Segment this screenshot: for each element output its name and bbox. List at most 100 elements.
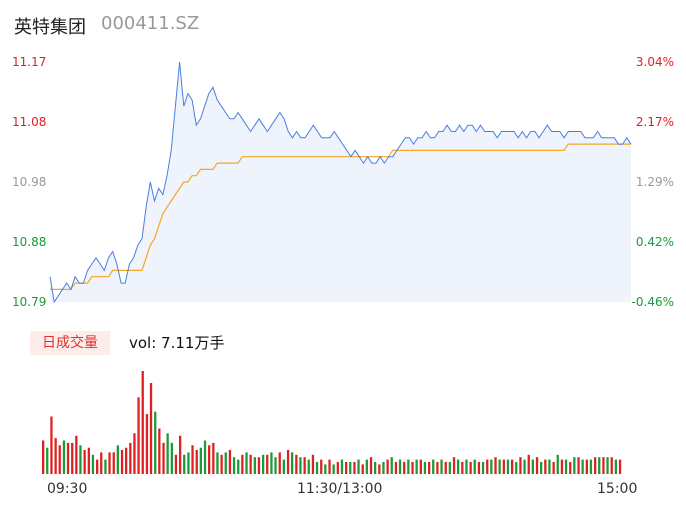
volume-bar [369, 457, 373, 474]
volume-bar [589, 459, 593, 474]
volume-bar [133, 433, 136, 474]
y-tick-right-0: 3.04% [635, 55, 674, 69]
volume-bar [610, 457, 613, 474]
volume-bar [125, 447, 128, 474]
volume-bar [436, 462, 439, 474]
volume-bar [345, 462, 348, 474]
x-tick-midday: 11:30/13:00 [297, 481, 383, 497]
volume-bar [158, 428, 161, 474]
volume-bar [419, 459, 422, 474]
volume-bar [46, 447, 49, 474]
volume-bar [423, 462, 427, 474]
y-tick-left-3: 10.88 [12, 235, 47, 249]
x-tick-close: 15:00 [597, 481, 638, 497]
volume-bar [440, 459, 443, 474]
volume-bar [403, 462, 406, 474]
volume-bar [311, 454, 315, 474]
volume-bar [444, 462, 447, 474]
volume-bar [349, 462, 352, 474]
volume-bar [120, 450, 124, 474]
volume-bar [378, 464, 381, 474]
volume-bar [237, 459, 240, 474]
volume-bar [473, 459, 476, 474]
volume-bar [216, 452, 219, 474]
volume-bar [266, 454, 269, 474]
volume-bar [382, 462, 385, 474]
volume-bar [179, 435, 182, 474]
volume-bar [270, 452, 273, 474]
volume-bar [564, 459, 568, 474]
volume-bar [183, 454, 186, 474]
volume-label: vol: 7.11万手 [129, 334, 225, 352]
volume-bar [100, 452, 103, 474]
volume-bar [220, 454, 223, 474]
volume-bar [477, 462, 481, 474]
y-tick-left-2: 10.98 [12, 175, 47, 189]
volume-bar [469, 462, 472, 474]
volume-bar [415, 459, 418, 474]
volume-bar [390, 457, 393, 474]
volume-bar [560, 459, 564, 474]
volume-bar [432, 459, 435, 474]
volume-bar [602, 457, 605, 474]
volume-bar [519, 457, 522, 474]
volume-bar [606, 457, 609, 474]
y-tick-right-4: -0.46% [631, 295, 674, 309]
volume-bar [228, 450, 232, 474]
volume-bar [91, 454, 95, 474]
volume-bar [448, 462, 451, 474]
volume-bar [303, 457, 306, 474]
volume-bar [548, 459, 551, 474]
volume-bar [540, 462, 543, 474]
volume-bar [245, 452, 248, 474]
x-tick-open: 09:30 [47, 481, 88, 497]
volume-bar [79, 445, 82, 474]
volume-bar [166, 433, 169, 474]
volume-bar [274, 457, 277, 474]
volume-bar [170, 442, 173, 474]
volume-bar [145, 414, 149, 474]
volume-bar [208, 445, 211, 474]
volume-bar [523, 459, 526, 474]
avg-price-line [50, 143, 631, 290]
volume-bar [481, 462, 485, 474]
volume-bar [502, 459, 505, 474]
volume-bar [137, 397, 140, 474]
price-area [50, 62, 631, 302]
volume-bar [257, 457, 261, 474]
volume-bar [407, 459, 410, 474]
volume-bar [232, 457, 236, 474]
volume-bar [50, 416, 53, 474]
volume-bar [224, 452, 227, 474]
y-tick-right-1: 2.17% [635, 115, 674, 129]
volume-bar [552, 462, 555, 474]
volume-bar [515, 462, 518, 474]
volume-bar [581, 459, 584, 474]
volume-bar [278, 452, 281, 474]
volume-bar [394, 462, 398, 474]
volume-bar [58, 445, 61, 474]
volume-tag: 日成交量 [30, 331, 110, 355]
volume-bar [249, 454, 252, 474]
volume-bar [282, 459, 285, 474]
volume-bar [116, 445, 119, 474]
volume-bar [398, 459, 402, 474]
volume-bar [374, 462, 377, 474]
volume-bar [291, 452, 294, 474]
volume-bar [295, 454, 298, 474]
volume-bar [457, 459, 460, 474]
volume-bar [286, 450, 290, 474]
volume-bar [174, 454, 178, 474]
volume-bar [191, 445, 194, 474]
y-tick-right-3: 0.42% [635, 235, 674, 249]
volume-bar [112, 452, 115, 474]
volume-bar [585, 459, 588, 474]
volume-bar [614, 459, 617, 474]
volume-bar [241, 454, 244, 474]
volume-bar [315, 462, 319, 474]
volume-bar [129, 442, 132, 474]
volume-bar [340, 459, 344, 474]
volume-bar [320, 459, 323, 474]
volume-bar [42, 440, 45, 474]
